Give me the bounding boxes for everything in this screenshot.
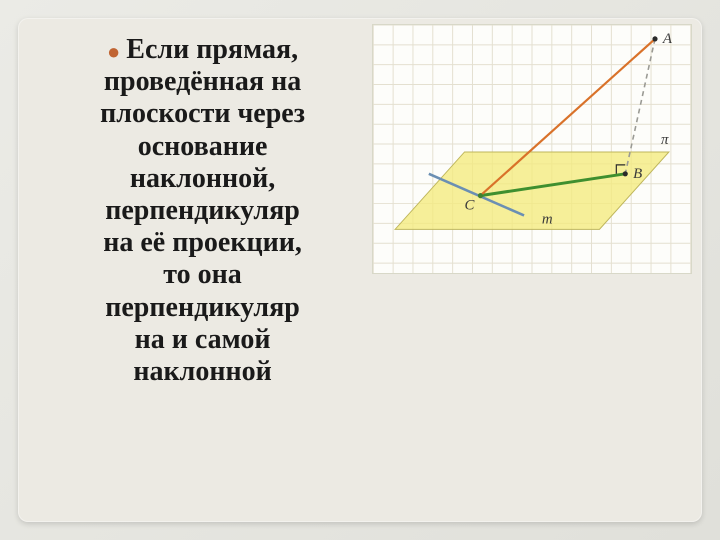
label-pi: π — [661, 132, 669, 148]
text-line: наклонной, — [32, 163, 373, 195]
bullet-icon: ● — [107, 39, 120, 64]
text-line: наклонной — [32, 356, 373, 388]
point-A — [652, 36, 657, 41]
point-B — [623, 171, 628, 176]
text-line: основание — [32, 131, 373, 163]
figure-column: A B Cπ m — [373, 28, 688, 512]
text-line: плоскости через — [32, 98, 373, 130]
text-line: на и самой — [32, 324, 373, 356]
bullet-text: ●Если прямая,проведённая наплоскости чер… — [32, 34, 373, 388]
text-line: то она — [32, 259, 373, 291]
figure-svg: A B Cπ m — [373, 25, 691, 273]
label-C: C — [465, 198, 476, 214]
label-A: A — [662, 31, 673, 47]
point-C — [478, 193, 483, 198]
text-column: ●Если прямая,проведённая наплоскости чер… — [32, 28, 373, 512]
text-line: ●Если прямая, — [32, 34, 373, 66]
slide-card: ●Если прямая,проведённая наплоскости чер… — [18, 18, 702, 522]
text-line: на её проекции, — [32, 227, 373, 259]
text-line: перпендикуляр — [32, 195, 373, 227]
text-line: перпендикуляр — [32, 292, 373, 324]
text-line: проведённая на — [32, 66, 373, 98]
label-B: B — [633, 166, 642, 182]
label-m: m — [542, 211, 553, 227]
geometry-figure: A B Cπ m — [372, 24, 692, 274]
